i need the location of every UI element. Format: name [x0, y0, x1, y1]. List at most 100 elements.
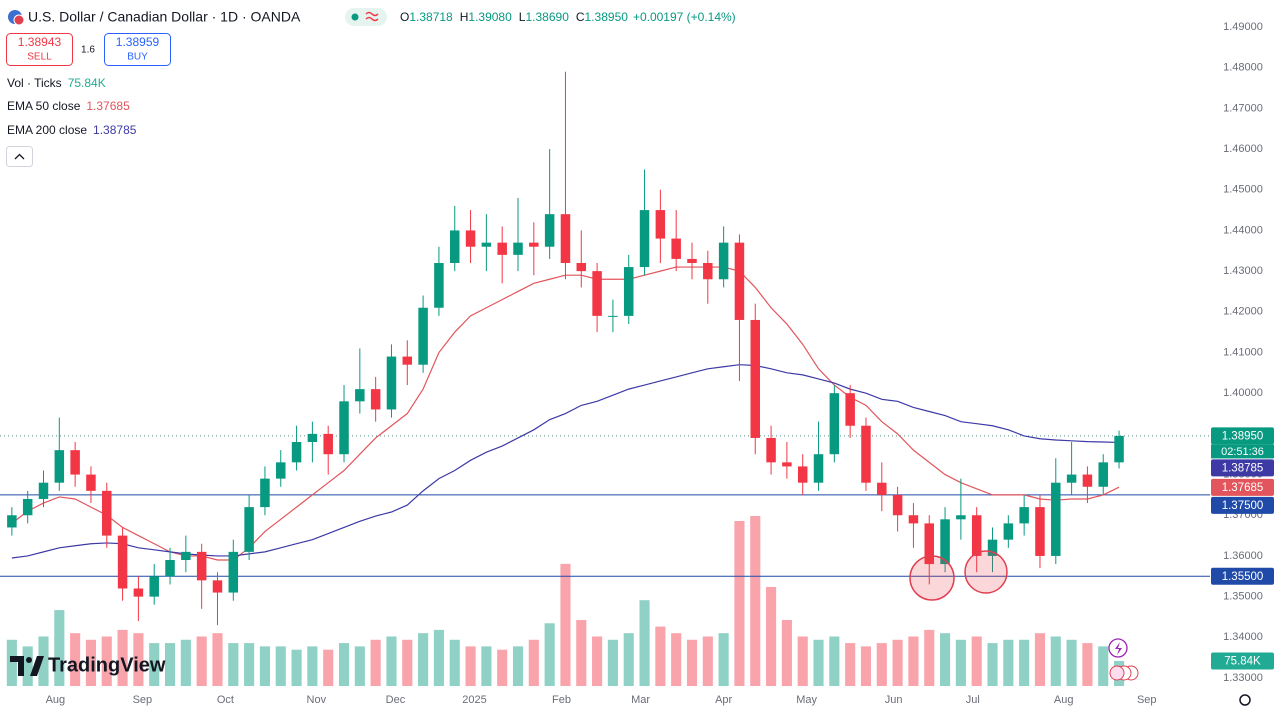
- volume-bar: [259, 646, 270, 686]
- candle-body: [355, 389, 365, 402]
- volume-bar: [718, 633, 729, 686]
- volume-badge: [1211, 652, 1274, 670]
- ohlc-key: C: [576, 10, 585, 24]
- price-badge: [1211, 496, 1274, 514]
- candle-body: [133, 588, 144, 597]
- candle-body: [449, 230, 460, 263]
- volume-bar: [860, 646, 872, 686]
- ema-line: [11, 364, 1120, 559]
- candle-body: [149, 576, 159, 597]
- price-badge: [1211, 478, 1274, 496]
- candle-body: [276, 462, 286, 479]
- event-icon[interactable]: [1109, 665, 1125, 681]
- candle-body: [86, 474, 96, 491]
- candle-body: [54, 450, 65, 483]
- candle-body: [639, 210, 650, 268]
- x-tick-label: 2025: [462, 694, 486, 706]
- volume-legend-name: Vol · Ticks: [7, 76, 62, 90]
- candle-body: [102, 490, 112, 536]
- candle-body: [718, 242, 729, 280]
- time-axis-bg: [0, 690, 1276, 716]
- candle-body: [813, 454, 824, 483]
- symbol-icon: [13, 14, 25, 26]
- volume-bar: [433, 629, 444, 686]
- annotation-circle: [964, 550, 1008, 594]
- ohlc-value: 1.38690: [525, 10, 569, 24]
- x-tick-label: Aug: [1054, 694, 1074, 706]
- candle-body: [845, 393, 855, 426]
- volume-bar: [22, 646, 33, 686]
- y-tick-label: 1.42000: [1223, 306, 1263, 318]
- x-tick-label: May: [796, 694, 817, 706]
- volume-bar: [955, 639, 966, 686]
- buy-button[interactable]: [104, 33, 171, 66]
- volume-bar: [196, 636, 207, 686]
- collapse-button[interactable]: [6, 146, 33, 167]
- price-badge: [1211, 427, 1274, 445]
- candle-body: [576, 262, 587, 272]
- candle-body: [940, 519, 950, 565]
- sell-label: SELL: [27, 52, 52, 63]
- candle-body: [165, 560, 175, 577]
- price-badge-label: 1.38950: [1222, 430, 1264, 442]
- candle-body: [908, 515, 919, 524]
- volume-bar: [592, 636, 603, 686]
- candle-body: [339, 401, 349, 455]
- candle-body: [782, 462, 792, 467]
- candle-body: [529, 242, 539, 247]
- sell-button[interactable]: [6, 33, 73, 66]
- candle-body: [655, 210, 666, 239]
- candle-body: [623, 267, 634, 316]
- spread: 1.6: [81, 45, 95, 56]
- price-badge-label: 1.38785: [1222, 462, 1264, 474]
- candle-body: [608, 315, 618, 317]
- price-badge-label: 1.37500: [1222, 500, 1264, 512]
- ohlc-key: H: [460, 10, 469, 24]
- y-tick-label: 1.47000: [1223, 102, 1263, 114]
- candle-body: [1098, 462, 1108, 487]
- volume-bar: [607, 639, 618, 686]
- trade-panel: 1.38943 SELL 1.6 1.38959 BUY: [6, 33, 171, 66]
- annotation-circle: [909, 555, 955, 601]
- volume-bar: [291, 649, 302, 686]
- market-status[interactable]: [345, 8, 387, 26]
- x-tick-label: Jul: [966, 694, 980, 706]
- volume-bar: [133, 633, 144, 686]
- volume-bar: [85, 639, 97, 686]
- volume-bar: [1034, 633, 1046, 686]
- volume-bar: [481, 646, 492, 686]
- volume-bar: [560, 563, 571, 686]
- logo-mark: [30, 656, 44, 676]
- candle-body: [370, 389, 381, 410]
- volume-bar: [512, 646, 524, 686]
- candle-body: [971, 515, 982, 556]
- logo-mark: [26, 657, 32, 663]
- ema-legend-name: EMA 200 close: [7, 123, 87, 137]
- volume-bar: [639, 600, 650, 686]
- volume-bar: [750, 516, 761, 686]
- candle-body: [1114, 435, 1124, 463]
- volume-bar: [101, 636, 112, 686]
- candle-body: [703, 262, 713, 280]
- settings-icon[interactable]: [1239, 694, 1251, 706]
- candle-body: [1082, 474, 1093, 487]
- ohlc-key: L: [519, 10, 526, 24]
- y-tick-label: 1.43000: [1223, 265, 1263, 277]
- countdown-label: 02:51:36: [1221, 446, 1264, 458]
- y-tick-label: 1.33000: [1223, 672, 1263, 684]
- axes: 1.330001.340001.350001.360001.370001.380…: [0, 21, 1276, 716]
- candle-body: [734, 242, 745, 320]
- volume-bar: [908, 636, 919, 686]
- candle-body: [307, 433, 318, 443]
- volume-bar: [528, 639, 539, 686]
- sell-price: 1.38943: [18, 35, 62, 49]
- y-tick-label: 1.44000: [1223, 224, 1263, 236]
- logo-text: TradingView: [48, 654, 166, 676]
- candle-body: [181, 551, 191, 561]
- volume-badge-label: 75.84K: [1224, 655, 1261, 667]
- candle-body: [323, 433, 333, 455]
- candle-body: [513, 242, 523, 255]
- candle-body: [7, 515, 17, 528]
- volume-bar: [924, 629, 935, 686]
